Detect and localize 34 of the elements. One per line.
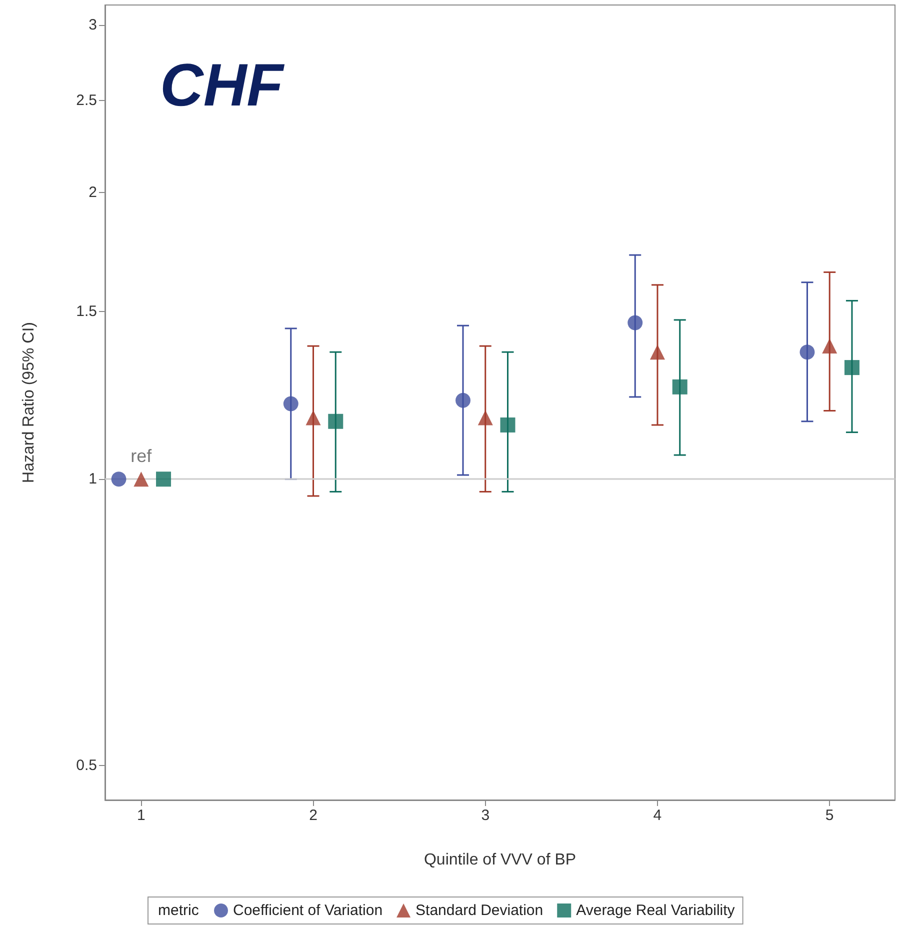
point xyxy=(328,414,344,429)
legend-label: Coefficient of Variation xyxy=(233,902,383,919)
point xyxy=(822,338,838,354)
annotation: ref xyxy=(130,446,153,466)
text: CHF xyxy=(160,52,285,118)
point xyxy=(111,472,126,487)
point xyxy=(800,344,815,360)
point xyxy=(844,360,860,376)
x-tick-label: 5 xyxy=(825,807,834,824)
point xyxy=(478,410,493,426)
legend-label: Average Real Variability xyxy=(576,902,736,919)
point xyxy=(456,392,470,408)
x-tick-label: 4 xyxy=(653,807,662,824)
legend-label: Standard Deviation xyxy=(416,902,544,919)
y-tick-label: 3 xyxy=(88,16,97,34)
point xyxy=(650,344,665,360)
point xyxy=(134,472,149,487)
point xyxy=(283,396,298,412)
point xyxy=(156,472,172,487)
y-tick-label: 2 xyxy=(88,184,97,202)
x-tick-label: 3 xyxy=(481,807,490,824)
y-tick-label: 1 xyxy=(88,470,97,488)
y-tick-label: 2.5 xyxy=(76,92,97,109)
point xyxy=(500,417,516,432)
y-axis-title: Hazard Ratio (95% CI) xyxy=(20,322,38,483)
x-tick-label: 1 xyxy=(136,807,146,824)
legend-title: metric xyxy=(158,902,200,919)
point xyxy=(672,379,688,394)
y-tick-label: 0.5 xyxy=(76,757,97,774)
point xyxy=(628,315,643,330)
y-tick-label: 1.5 xyxy=(76,303,97,320)
x-axis-title: Quintile of VVV of BP xyxy=(424,852,576,868)
point xyxy=(306,410,321,426)
x-tick-label: 2 xyxy=(309,807,318,824)
